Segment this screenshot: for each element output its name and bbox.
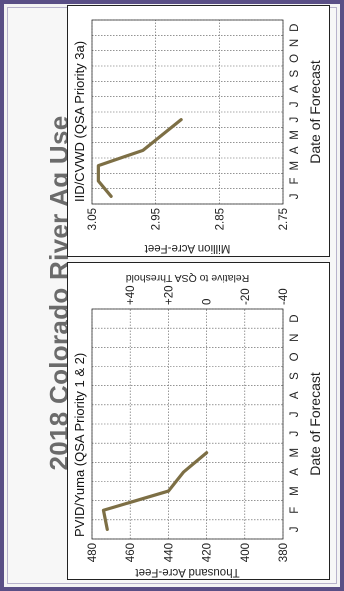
- x-tick-label: S: [289, 70, 301, 78]
- x-tick-label: M: [289, 161, 301, 171]
- series-point: [180, 118, 182, 121]
- x-tick-label: N: [289, 334, 301, 342]
- series-point: [97, 164, 100, 167]
- series-point: [142, 149, 144, 152]
- series-point: [110, 195, 112, 198]
- x-tick-label: M: [289, 486, 301, 496]
- series-point: [161, 134, 163, 136]
- y-tick-label: 3.05: [87, 208, 99, 230]
- y-tick-label: 480: [87, 543, 99, 562]
- y2-tick-label: +20: [163, 285, 175, 305]
- series-point: [205, 451, 208, 454]
- x-tick-label: D: [289, 314, 301, 322]
- x-tick-label: J: [289, 431, 301, 437]
- x-tick-label: F: [289, 177, 301, 184]
- x-tick-label: O: [289, 352, 301, 361]
- series-point: [106, 528, 109, 531]
- y2-tick-label: -20: [240, 288, 252, 305]
- y-tick-label: 2.95: [151, 208, 163, 230]
- plot-border: [91, 19, 284, 205]
- x-tick-label: M: [289, 448, 301, 458]
- plot-border: [91, 308, 284, 540]
- chart-panel-pvid: PVID/Yuma (QSA Priority 1 & 2) 380 400 420 4…: [67, 262, 330, 580]
- series-point: [102, 509, 105, 512]
- x-axis-label: Date of Forecast: [307, 60, 323, 164]
- y-tick-label: 2.75: [278, 208, 290, 230]
- x-tick-label: D: [289, 24, 301, 32]
- x-tick-label: N: [289, 39, 301, 47]
- chart-iid-rotated: IID/CVWD (QSA Priority 3a) 2.75 2.85 2.95 3.…: [72, 19, 323, 254]
- y-tick-label: 400: [240, 543, 252, 562]
- y-tick-label: 2.85: [214, 208, 226, 230]
- series-point: [167, 490, 170, 492]
- x-tick-label: S: [289, 372, 301, 380]
- x-tick-label: A: [289, 391, 301, 399]
- chart-iid: IID/CVWD (QSA Priority 3a) 2.75 2.85 2.95 3.…: [72, 19, 323, 254]
- chart-pvid: PVID/Yuma (QSA Priority 1 & 2) 380 400 420 4…: [72, 272, 323, 578]
- x-tick-label: J: [289, 527, 301, 533]
- chart-title: IID/CVWD (QSA Priority 3a): [72, 41, 87, 202]
- chart-title: PVID/Yuma (QSA Priority 1 & 2): [72, 353, 87, 537]
- x-tick-label: A: [289, 468, 301, 476]
- y-axis-label: Million Acre-Feet: [144, 242, 230, 254]
- x-tick-label: A: [289, 146, 301, 154]
- x-tick-label: J: [289, 412, 301, 418]
- x-tick-label: M: [289, 130, 301, 140]
- y2-tick-label: +40: [125, 285, 137, 305]
- y-tick-label: 380: [278, 543, 290, 562]
- chart-panel-iid: IID/CVWD (QSA Priority 3a) 2.75 2.85 2.95 3.…: [67, 5, 330, 257]
- y2-tick-label: 0: [202, 299, 214, 305]
- chart-pvid-rotated: PVID/Yuma (QSA Priority 1 & 2) 380 400 420 4…: [72, 272, 323, 578]
- y2-axis-label: Relative to QSA Threshold: [126, 272, 250, 284]
- series-point: [97, 180, 100, 182]
- y-axis-label: Thousand Acre-Feet: [135, 566, 240, 578]
- x-tick-label: F: [289, 507, 301, 514]
- y-tick-label: 460: [125, 543, 137, 562]
- series-line: [101, 451, 209, 532]
- x-tick-label: J: [289, 101, 301, 107]
- x-tick-label: A: [289, 85, 301, 93]
- y-tick-label: 420: [202, 543, 214, 562]
- series-line: [96, 118, 183, 198]
- x-tick-label: J: [289, 193, 301, 199]
- y2-tick-label: -40: [278, 288, 290, 305]
- series-point: [182, 471, 185, 473]
- x-tick-label: J: [289, 117, 301, 123]
- x-axis-label: Date of Forecast: [307, 372, 323, 476]
- x-tick-label: O: [289, 54, 301, 63]
- y-tick-label: 440: [163, 543, 175, 562]
